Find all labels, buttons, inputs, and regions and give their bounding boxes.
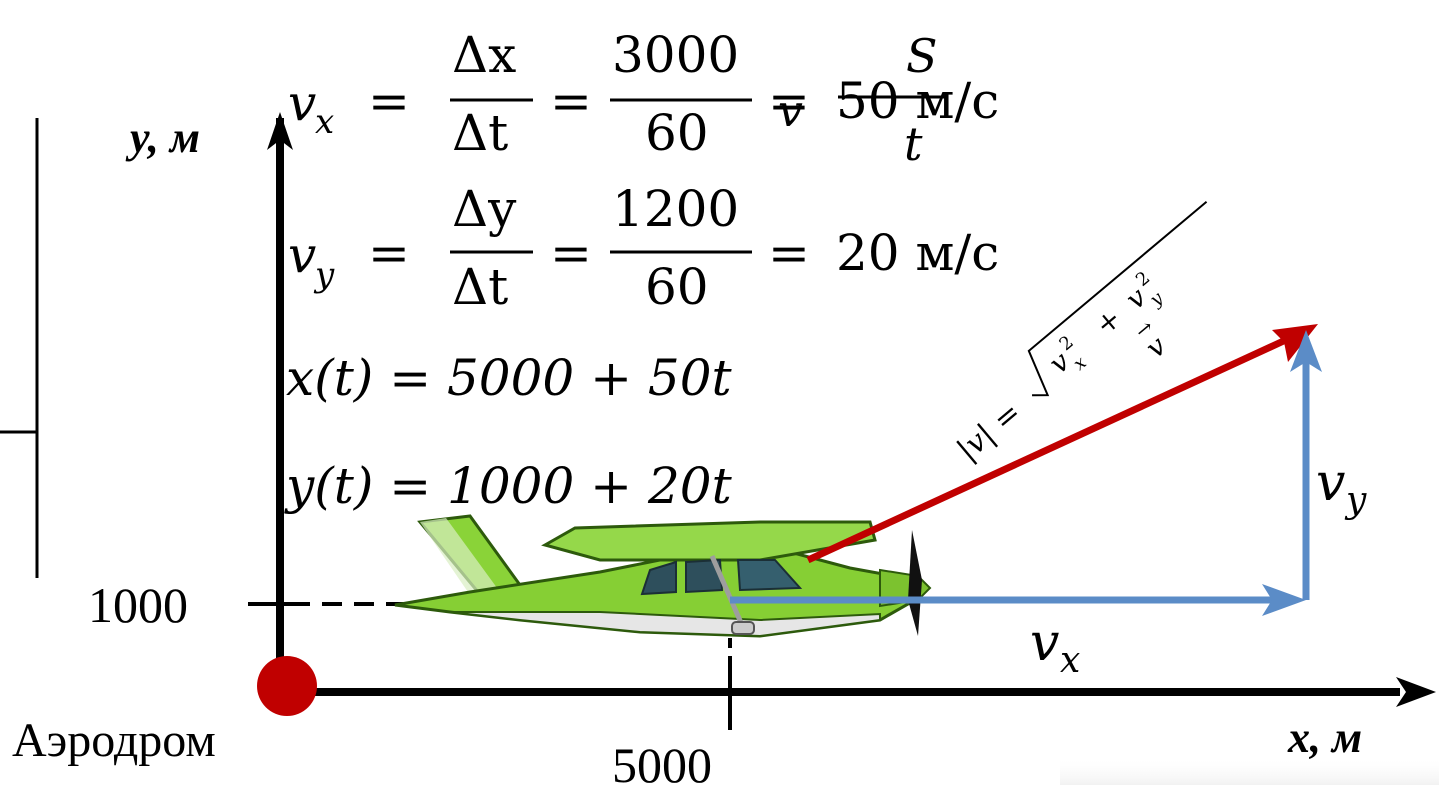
formula-vx: v x = Δx Δt = 3000 60 = 50 м/с xyxy=(288,26,999,162)
vx-den1: Δt xyxy=(452,104,508,162)
vy-result: 20 м/с xyxy=(836,224,999,282)
background-panel xyxy=(1060,760,1439,785)
magnitude-plus: + xyxy=(1089,301,1128,341)
overlap-num: S xyxy=(906,29,938,83)
x-axis-label: x, м xyxy=(1287,713,1362,762)
vx-result: 50 м/с xyxy=(836,72,999,130)
vy-arrowhead xyxy=(1290,330,1322,372)
x-tick-label: 5000 xyxy=(612,737,712,785)
window-front xyxy=(736,559,803,592)
vy-eq3: = xyxy=(768,224,810,282)
vy-eq2: = xyxy=(550,224,592,282)
vx-label-v: v xyxy=(1030,613,1059,673)
formula-overlap: v S t xyxy=(778,29,948,171)
origin-label: Аэродром xyxy=(12,714,216,767)
vx-lhs-sub: x xyxy=(315,102,334,142)
propeller xyxy=(908,530,922,636)
vx-eq2: = xyxy=(550,72,592,130)
sqrt-sign xyxy=(1027,201,1208,397)
y-tick-label: 1000 xyxy=(88,577,188,633)
formula-vy: v y = Δy Δt = 1200 60 = 20 м/с xyxy=(288,180,999,316)
vx-den2: 60 xyxy=(645,104,709,162)
landing-gear xyxy=(731,621,755,635)
vx-num2: 3000 xyxy=(612,26,739,84)
y-axis-arrow xyxy=(267,112,293,150)
vy-num2: 1200 xyxy=(612,180,739,238)
vy-den1: Δt xyxy=(452,258,508,316)
vx-eq1: = xyxy=(368,72,410,130)
equation-x: x(t) = 5000 + 50t xyxy=(286,349,733,407)
vy-label-sub: y xyxy=(1344,480,1367,521)
vy-label-v: v xyxy=(1316,453,1345,513)
equation-y: y(t) = 1000 + 20t xyxy=(284,457,733,515)
y-axis-label: y, м xyxy=(125,113,200,162)
vx-eq3: = xyxy=(768,72,810,130)
vy-lhs-sub: y xyxy=(313,255,335,295)
vy-component xyxy=(1290,330,1322,600)
vy-num1: Δy xyxy=(452,180,517,238)
velocity-line xyxy=(806,334,1292,564)
vx-label-sub: x xyxy=(1060,640,1080,681)
vx-lhs: v xyxy=(288,74,316,132)
vx-num1: Δx xyxy=(452,26,516,84)
vy-label: v y xyxy=(1316,453,1367,521)
vy-den2: 60 xyxy=(645,258,709,316)
wing-strut xyxy=(709,555,748,633)
overlap-lhs: v xyxy=(778,86,803,137)
aerodrome-dot xyxy=(257,656,317,716)
vx-component xyxy=(730,584,1306,616)
axes xyxy=(267,112,1436,707)
vx-label: v x xyxy=(1030,613,1080,681)
window-rear xyxy=(640,560,677,596)
overlap-den: t xyxy=(904,117,923,171)
vx-arrowhead xyxy=(1262,584,1306,616)
window-middle xyxy=(685,558,724,594)
airplane-illustration xyxy=(394,514,932,638)
magnitude-lhs: |v| = xyxy=(951,395,1029,468)
vy-eq1: = xyxy=(368,224,410,282)
vy-lhs: v xyxy=(288,226,316,284)
x-axis-arrow xyxy=(1396,677,1436,707)
left-bracket xyxy=(0,118,39,578)
